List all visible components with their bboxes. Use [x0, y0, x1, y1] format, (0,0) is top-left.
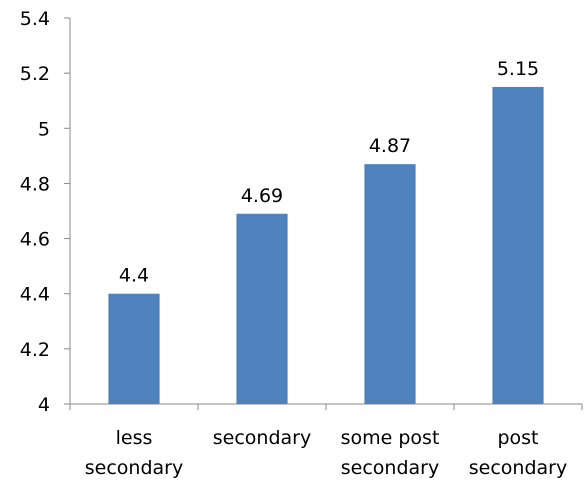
category-labels: less secondary secondary some post secondary… [85, 427, 567, 479]
data-label: 4.87 [369, 135, 411, 157]
bars [108, 86, 544, 404]
y-tick-label: 4.6 [20, 229, 50, 251]
x-axis [69, 403, 583, 410]
category-label: secondary [341, 457, 439, 479]
bar [492, 86, 544, 404]
data-label: 4.4 [119, 265, 149, 287]
y-tick-label: 4 [38, 394, 50, 416]
y-tick-label: 5.4 [20, 8, 50, 30]
category-label: secondary [85, 457, 183, 479]
data-label: 4.69 [241, 185, 283, 207]
category-label: some post [341, 427, 440, 449]
bar [364, 164, 416, 404]
category-label: secondary [469, 457, 567, 479]
y-axis: 4 4.2 4.4 4.6 4.8 5 5.2 5.4 [20, 8, 71, 416]
y-tick-label: 5.2 [20, 63, 50, 85]
data-labels: 4.4 4.69 4.87 5.15 [119, 58, 539, 287]
data-label: 5.15 [497, 58, 539, 80]
y-tick-label: 5 [38, 118, 50, 140]
y-tick-label: 4.2 [20, 339, 50, 361]
category-label: post [497, 427, 538, 449]
y-tick-label: 4.8 [20, 173, 50, 195]
bar [108, 293, 160, 404]
y-tick-label: 4.4 [20, 284, 50, 306]
category-label: secondary [213, 427, 311, 449]
category-label: less [116, 427, 153, 449]
bar [236, 213, 288, 404]
